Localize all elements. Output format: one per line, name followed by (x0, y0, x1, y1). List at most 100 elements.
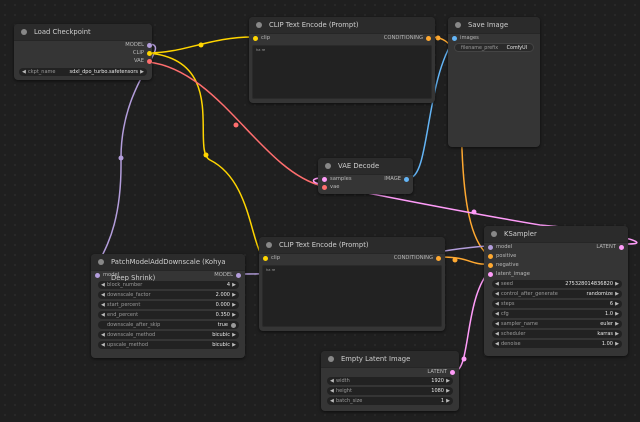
vae-decode-node[interactable]: VAE Decode samples vae IMAGE (318, 158, 413, 194)
arrow-right-icon[interactable]: ▶ (615, 291, 619, 297)
arrow-left-icon[interactable]: ◀ (495, 291, 499, 297)
upscale-method-combo[interactable]: ◀ upscale_method bicubic ▶ (98, 341, 239, 349)
input-images[interactable]: images (452, 34, 479, 42)
arrow-left-icon[interactable]: ◀ (495, 301, 499, 307)
toggle-knob-icon[interactable] (231, 322, 236, 328)
clip-pin-icon[interactable] (253, 36, 258, 41)
arrow-right-icon[interactable]: ▶ (615, 311, 619, 317)
arrow-right-icon[interactable]: ▶ (232, 342, 236, 348)
clip-text-encode-bottom-node[interactable]: CLIP Text Encode (Prompt) clip CONDITION… (259, 237, 445, 331)
collapse-dot-icon[interactable] (325, 163, 331, 169)
vae-pin-icon[interactable] (322, 185, 327, 190)
output-vae[interactable]: VAE (134, 57, 152, 65)
model-pin-icon[interactable] (236, 273, 241, 278)
ksampler-node[interactable]: KSampler model positive negative latent_… (484, 226, 628, 356)
input-model[interactable]: model (488, 243, 512, 251)
denoise-field[interactable]: ◀ denoise 1.00 ▶ (492, 340, 622, 348)
latent-pin-icon[interactable] (619, 245, 624, 250)
arrow-left-icon[interactable]: ◀ (22, 69, 26, 75)
ckpt-name-combo[interactable]: ◀ ckpt_name sdxl_dpo_turbo.safetensors ▶ (19, 68, 147, 76)
node-title-bar[interactable]: CLIP Text Encode (Prompt) (259, 237, 445, 254)
conditioning-pin-icon[interactable] (426, 36, 431, 41)
arrow-left-icon[interactable]: ◀ (101, 332, 105, 338)
clip-pin-icon[interactable] (263, 256, 268, 261)
node-title-bar[interactable]: PatchModelAddDownscale (Kohya Deep Shrin… (91, 254, 245, 282)
latent-pin-icon[interactable] (450, 370, 455, 375)
arrow-right-icon[interactable]: ▶ (615, 331, 619, 337)
arrow-right-icon[interactable]: ▶ (232, 302, 236, 308)
arrow-left-icon[interactable]: ◀ (101, 292, 105, 298)
collapse-dot-icon[interactable] (21, 29, 27, 35)
arrow-left-icon[interactable]: ◀ (330, 388, 334, 394)
arrow-right-icon[interactable]: ▶ (615, 301, 619, 307)
arrow-left-icon[interactable]: ◀ (101, 312, 105, 318)
filename-prefix-field[interactable]: filename_prefix ComfyUI (454, 43, 534, 52)
input-latent-image[interactable]: latent_image (488, 270, 530, 278)
prompt-textarea[interactable]: ha re (262, 265, 442, 327)
node-title-bar[interactable]: Empty Latent Image (321, 351, 459, 368)
node-title-bar[interactable]: KSampler (484, 226, 628, 243)
input-model[interactable]: model (95, 271, 119, 279)
end-percent-field[interactable]: ◀ end_percent 0.350 ▶ (98, 311, 239, 319)
sampler-name-combo[interactable]: ◀ sampler_name euler ▶ (492, 320, 622, 328)
output-model[interactable]: MODEL (125, 41, 152, 49)
collapse-dot-icon[interactable] (266, 242, 272, 248)
image-pin-icon[interactable] (404, 177, 409, 182)
model-pin-icon[interactable] (488, 245, 493, 250)
input-samples[interactable]: samples (322, 175, 352, 183)
arrow-right-icon[interactable]: ▶ (615, 281, 619, 287)
output-clip[interactable]: CLIP (133, 49, 152, 57)
arrow-right-icon[interactable]: ▶ (615, 321, 619, 327)
model-pin-icon[interactable] (95, 273, 100, 278)
clip-pin-icon[interactable] (147, 51, 152, 56)
arrow-right-icon[interactable]: ▶ (232, 312, 236, 318)
downscale-factor-field[interactable]: ◀ downscale_factor 2.000 ▶ (98, 291, 239, 299)
output-model[interactable]: MODEL (214, 271, 241, 279)
arrow-right-icon[interactable]: ▶ (446, 388, 450, 394)
downscale-method-combo[interactable]: ◀ downscale_method bicubic ▶ (98, 331, 239, 339)
steps-field[interactable]: ◀ steps 6 ▶ (492, 300, 622, 308)
arrow-right-icon[interactable]: ▶ (615, 341, 619, 347)
arrow-left-icon[interactable]: ◀ (495, 281, 499, 287)
arrow-left-icon[interactable]: ◀ (101, 282, 105, 288)
arrow-left-icon[interactable]: ◀ (330, 378, 334, 384)
collapse-dot-icon[interactable] (256, 22, 262, 28)
output-latent[interactable]: LATENT (427, 368, 455, 376)
collapse-dot-icon[interactable] (455, 22, 461, 28)
start-percent-field[interactable]: ◀ start_percent 0.000 ▶ (98, 301, 239, 309)
height-field[interactable]: ◀ height 1080 ▶ (327, 387, 453, 395)
positive-pin-icon[interactable] (488, 254, 493, 259)
arrow-left-icon[interactable]: ◀ (101, 342, 105, 348)
output-conditioning[interactable]: CONDITIONING (384, 34, 431, 42)
clip-text-encode-top-node[interactable]: CLIP Text Encode (Prompt) clip CONDITION… (249, 17, 435, 103)
cfg-field[interactable]: ◀ cfg 1.0 ▶ (492, 310, 622, 318)
load-checkpoint-node[interactable]: Load Checkpoint MODEL CLIP VAE ◀ ckpt_na… (14, 24, 152, 80)
input-clip[interactable]: clip (253, 34, 270, 42)
arrow-right-icon[interactable]: ▶ (446, 398, 450, 404)
node-title-bar[interactable]: CLIP Text Encode (Prompt) (249, 17, 435, 34)
samples-pin-icon[interactable] (322, 177, 327, 182)
model-pin-icon[interactable] (147, 43, 152, 48)
input-vae[interactable]: vae (322, 183, 339, 191)
collapse-dot-icon[interactable] (328, 356, 334, 362)
collapse-dot-icon[interactable] (491, 231, 497, 237)
save-image-node[interactable]: Save Image images filename_prefix ComfyU… (448, 17, 540, 147)
latent-pin-icon[interactable] (488, 272, 493, 277)
output-latent[interactable]: LATENT (596, 243, 624, 251)
node-title-bar[interactable]: Load Checkpoint (14, 24, 152, 41)
collapse-dot-icon[interactable] (98, 259, 104, 265)
arrow-right-icon[interactable]: ▶ (232, 292, 236, 298)
control-after-generate-combo[interactable]: ◀ control_after_generate randomize ▶ (492, 290, 622, 298)
arrow-right-icon[interactable]: ▶ (232, 332, 236, 338)
downscale-after-skip-toggle[interactable]: downscale_after_skip true (98, 321, 239, 329)
conditioning-pin-icon[interactable] (436, 256, 441, 261)
empty-latent-image-node[interactable]: Empty Latent Image LATENT ◀ width 1920 ▶… (321, 351, 459, 411)
patch-model-downscale-node[interactable]: PatchModelAddDownscale (Kohya Deep Shrin… (91, 254, 245, 358)
images-pin-icon[interactable] (452, 36, 457, 41)
arrow-left-icon[interactable]: ◀ (101, 302, 105, 308)
arrow-left-icon[interactable]: ◀ (495, 321, 499, 327)
output-conditioning[interactable]: CONDITIONING (394, 254, 441, 262)
arrow-right-icon[interactable]: ▶ (446, 378, 450, 384)
scheduler-combo[interactable]: ◀ scheduler karras ▶ (492, 330, 622, 338)
arrow-left-icon[interactable]: ◀ (495, 311, 499, 317)
